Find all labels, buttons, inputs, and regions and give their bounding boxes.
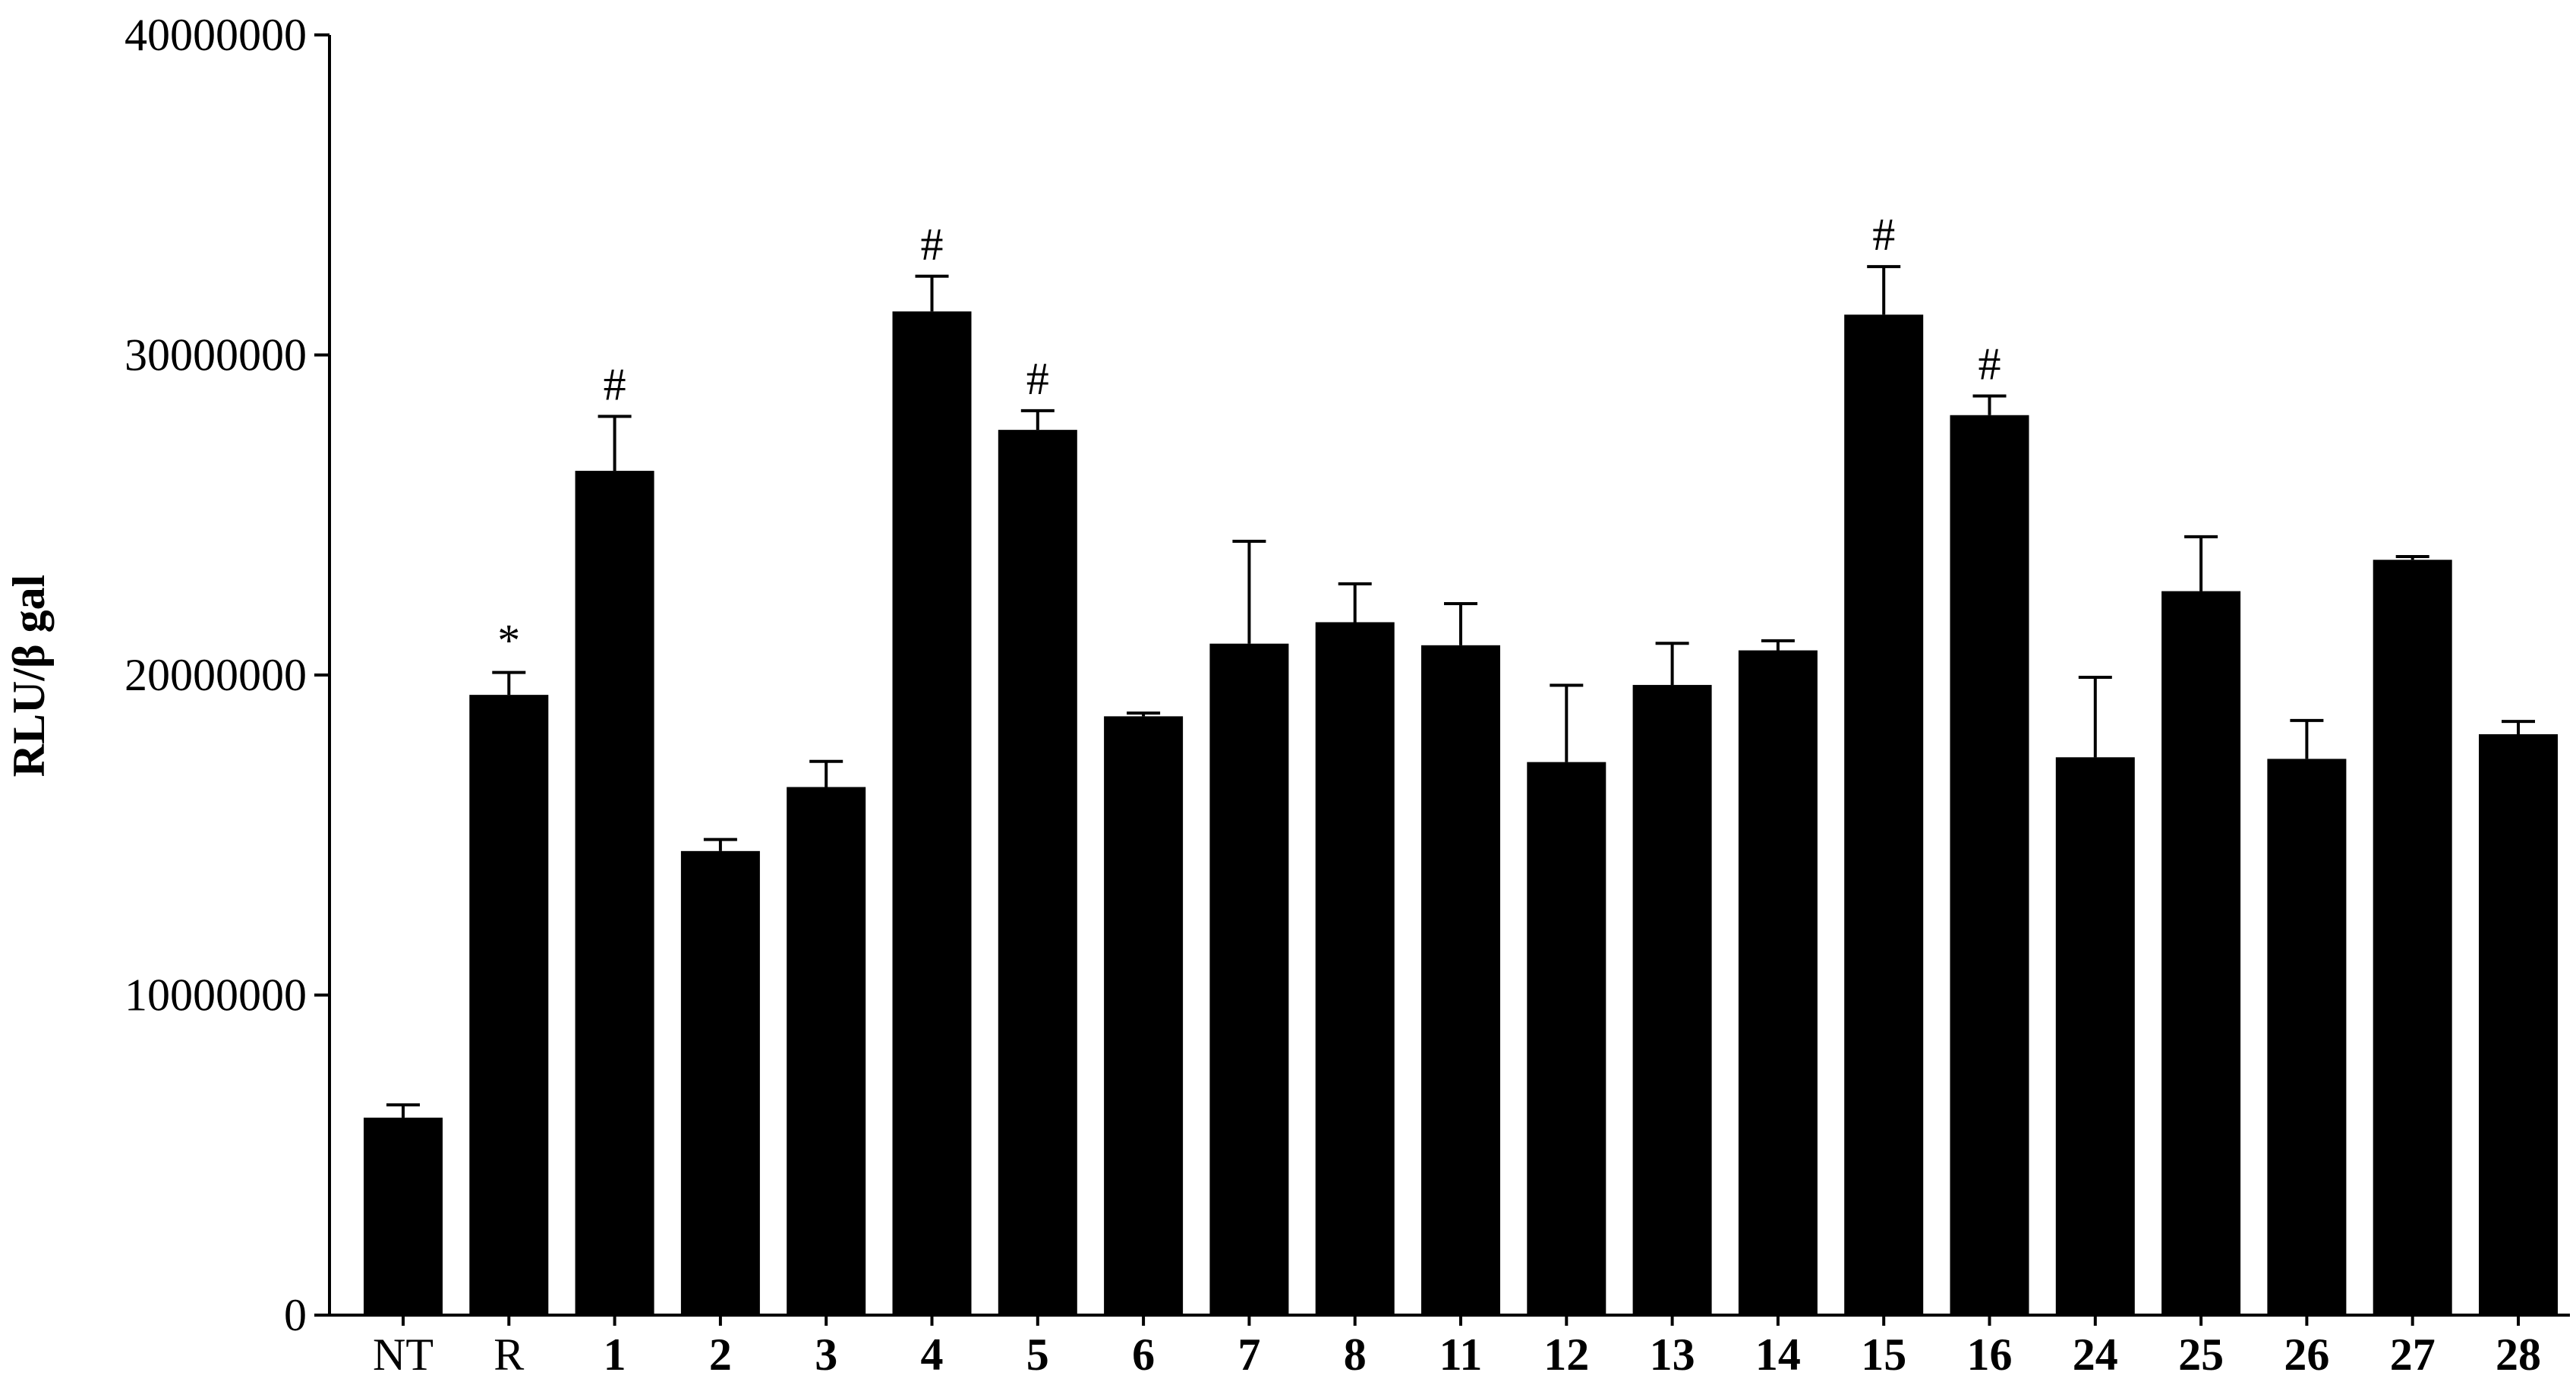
- bar: [998, 430, 1077, 1315]
- x-tick-label: 25: [2178, 1330, 2224, 1380]
- x-tick-label: 6: [1132, 1330, 1155, 1380]
- x-tick-label: 3: [815, 1330, 837, 1380]
- bar: [1632, 685, 1712, 1315]
- x-tick-label: 14: [1755, 1330, 1801, 1380]
- significance-mark: #: [604, 359, 626, 409]
- x-tick-label: 8: [1344, 1330, 1367, 1380]
- x-tick-label: 13: [1650, 1330, 1695, 1380]
- bar: [892, 311, 972, 1315]
- bar: [1738, 650, 1818, 1315]
- significance-mark: #: [921, 219, 944, 270]
- significance-mark: #: [1872, 210, 1895, 260]
- bar: [1844, 314, 1924, 1315]
- significance-mark: #: [1979, 339, 2001, 389]
- x-tick-label: NT: [373, 1330, 434, 1380]
- bar: [469, 695, 549, 1315]
- y-tick-label: 40000000: [125, 10, 307, 60]
- bar: [364, 1117, 443, 1315]
- bar: [2161, 591, 2241, 1315]
- x-tick-label: 27: [2390, 1330, 2436, 1380]
- x-tick-label: 24: [2073, 1330, 2118, 1380]
- bar: [2055, 757, 2135, 1315]
- bar: [2479, 733, 2558, 1315]
- bar: [575, 471, 654, 1315]
- x-tick-label: 28: [2496, 1330, 2541, 1380]
- x-tick-label: 4: [921, 1330, 944, 1380]
- significance-mark: #: [1026, 354, 1049, 404]
- x-tick-label: 26: [2284, 1330, 2329, 1380]
- x-tick-label: 15: [1861, 1330, 1906, 1380]
- x-tick-label: 5: [1026, 1330, 1049, 1380]
- bar: [2373, 560, 2452, 1315]
- bar: [1950, 415, 2029, 1316]
- bar: [1421, 645, 1500, 1315]
- bar: [787, 787, 866, 1315]
- y-tick-label: 30000000: [125, 330, 307, 380]
- y-tick-label: 10000000: [125, 970, 307, 1020]
- y-axis-label: RLU/β gal: [4, 575, 54, 778]
- x-tick-label: R: [493, 1330, 524, 1380]
- bar: [1104, 716, 1184, 1315]
- bar: [1527, 762, 1606, 1315]
- x-tick-label: 11: [1439, 1330, 1483, 1380]
- x-tick-label: 16: [1967, 1330, 2013, 1380]
- y-tick-label: 20000000: [125, 650, 307, 700]
- bar: [680, 850, 760, 1315]
- x-tick-label: 12: [1543, 1330, 1589, 1380]
- bar: [1209, 643, 1289, 1315]
- x-tick-label: 1: [604, 1330, 626, 1380]
- x-tick-label: 2: [709, 1330, 732, 1380]
- bar: [1315, 622, 1395, 1315]
- x-tick-label: 7: [1238, 1330, 1260, 1380]
- significance-mark: *: [497, 616, 520, 666]
- bar: [2267, 759, 2347, 1315]
- y-tick-label: 0: [284, 1290, 307, 1340]
